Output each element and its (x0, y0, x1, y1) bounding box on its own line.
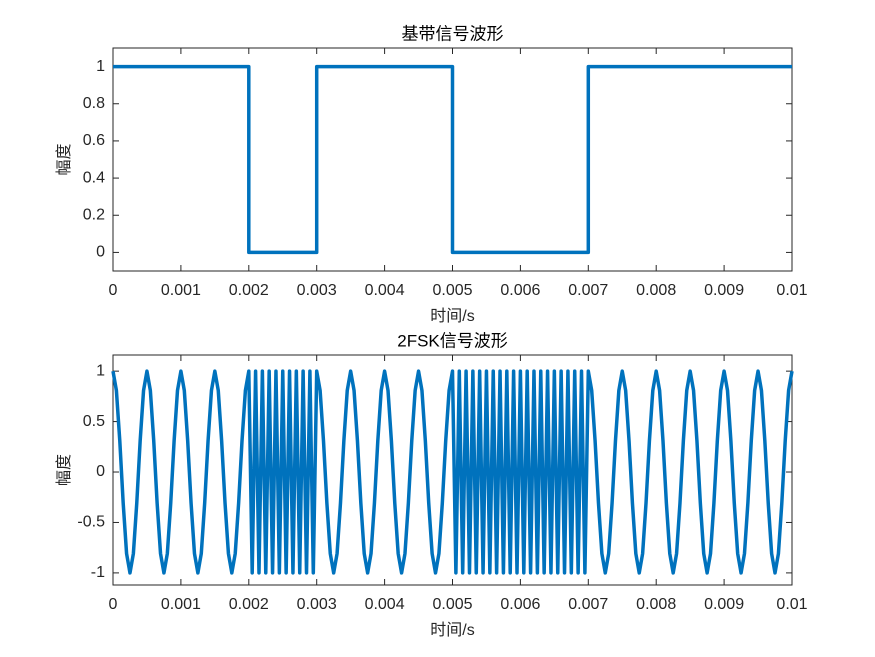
x-tick-label: 0.006 (500, 596, 540, 613)
y-axis-label: 幅度 (55, 454, 73, 486)
y-tick-label: 0.5 (83, 413, 105, 430)
x-tick-label: 0.005 (432, 596, 472, 613)
x-tick-label: 0.009 (704, 596, 744, 613)
x-tick-label: 0.009 (704, 282, 744, 299)
y-tick-label: 0.4 (83, 169, 105, 186)
subplot: 0 0.001 0.002 0.003 0.004 0.005 0.006 0.007 0.00… (55, 331, 807, 639)
x-tick-label: 0.003 (297, 596, 337, 613)
x-tick-label: 0 (109, 282, 118, 299)
y-tick-label: 1 (96, 58, 105, 75)
x-axis-label: 时间/s (430, 307, 474, 325)
x-tick-label: 0.008 (636, 596, 676, 613)
x-tick-label: 0.002 (229, 596, 269, 613)
chart-title: 基带信号波形 (402, 24, 504, 43)
data-line (111, 369, 794, 575)
chart-title: 2FSK信号波形 (397, 331, 508, 350)
x-tick-label: 0.007 (568, 282, 608, 299)
x-tick-label: 0.001 (161, 596, 201, 613)
x-tick-label: 0.007 (568, 596, 608, 613)
x-axis-label: 时间/s (430, 621, 474, 639)
subplot: 0 0.001 0.002 0.003 0.004 0.005 0.006 0.007 0.00… (55, 24, 807, 325)
x-tick-label: 0.008 (636, 282, 676, 299)
x-tick-label: 0.006 (500, 282, 540, 299)
x-tick-label: 0.001 (161, 282, 201, 299)
x-tick-label: 0.002 (229, 282, 269, 299)
x-tick-label: 0.003 (297, 282, 337, 299)
x-tick-label: 0.01 (776, 282, 807, 299)
x-tick-label: 0.004 (365, 596, 405, 613)
x-tick-label: 0.004 (365, 282, 405, 299)
y-tick-label: 0 (96, 244, 105, 261)
y-tick-label: 0 (96, 463, 105, 480)
y-tick-label: 0.6 (83, 132, 105, 149)
x-tick-label: 0 (109, 596, 118, 613)
y-tick-label: 0.8 (83, 95, 105, 112)
x-tick-label: 0.01 (776, 596, 807, 613)
y-tick-label: 0.2 (83, 206, 105, 223)
y-tick-label: -0.5 (77, 514, 105, 531)
y-tick-label: -1 (91, 564, 105, 581)
y-axis-label: 幅度 (55, 143, 73, 175)
x-tick-label: 0.005 (432, 282, 472, 299)
data-line (113, 64, 792, 255)
y-tick-label: 1 (96, 362, 105, 379)
